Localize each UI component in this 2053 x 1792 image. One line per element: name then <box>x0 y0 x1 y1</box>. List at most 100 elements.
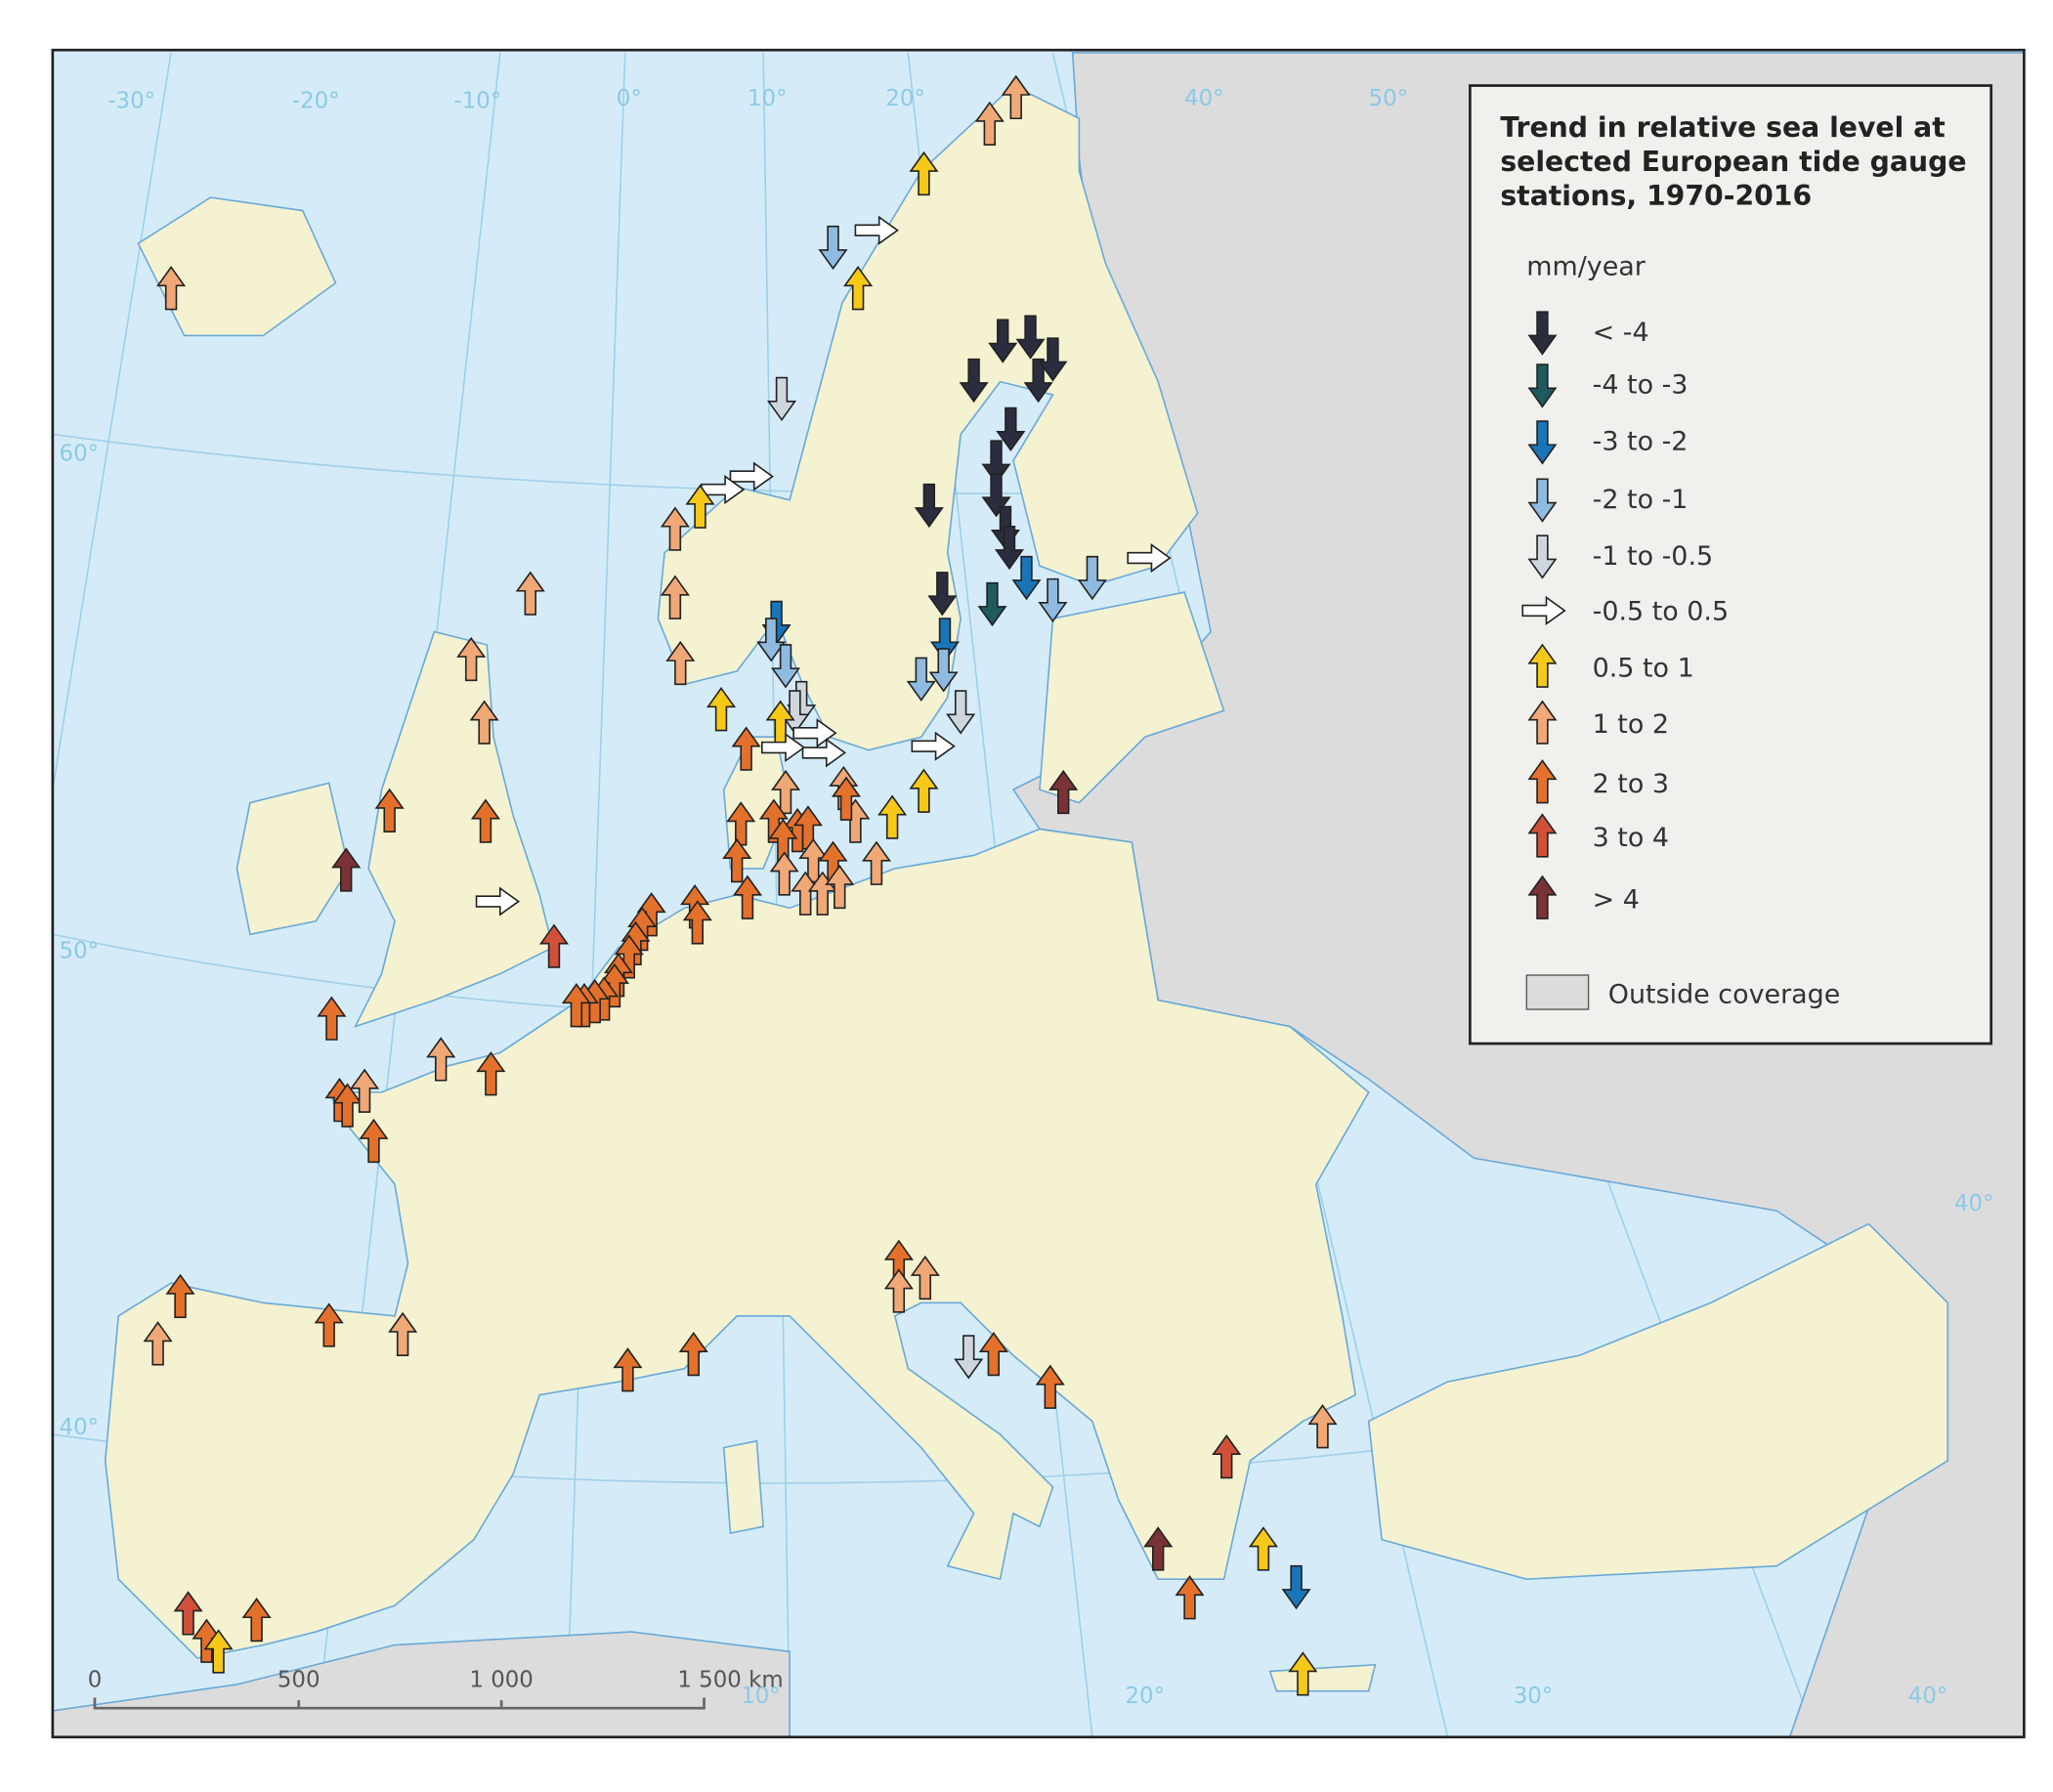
scale-label: 1 500 km <box>677 1668 783 1693</box>
station-arrow <box>682 900 712 945</box>
station-arrow <box>660 575 690 619</box>
station-arrow <box>760 732 806 763</box>
station-arrow <box>614 934 644 979</box>
station-arrow <box>665 640 696 686</box>
legend-label: -3 to -2 <box>1593 427 1689 457</box>
station-arrow <box>470 798 501 843</box>
legend-outside-swatch <box>1525 974 1590 1010</box>
legend-label: -0.5 to 0.5 <box>1593 596 1729 626</box>
station-arrow <box>909 768 939 813</box>
scale-label: 500 <box>278 1668 321 1693</box>
graticule-label: 10° <box>741 1684 781 1709</box>
station-arrow <box>388 1311 418 1357</box>
station-arrow <box>331 847 362 892</box>
station-arrow <box>981 473 1011 518</box>
station-arrow <box>1527 875 1558 919</box>
station-arrow <box>561 983 591 1028</box>
station-arrow <box>613 1347 643 1392</box>
station-arrow <box>1001 74 1031 120</box>
station-arrow <box>906 657 936 702</box>
station-arrow <box>173 1591 203 1636</box>
graticule-label: 10° <box>748 86 788 111</box>
station-arrow <box>883 1268 914 1313</box>
graticule-label: 40° <box>60 1415 100 1440</box>
station-arrow <box>1527 478 1558 523</box>
station-arrow <box>1175 1575 1205 1620</box>
legend-label: -4 to -3 <box>1593 370 1689 401</box>
station-arrow <box>974 101 1005 146</box>
station-arrow <box>156 266 187 311</box>
station-arrow <box>1143 1526 1174 1571</box>
graticule-label: 50° <box>60 939 100 964</box>
station-arrow <box>476 1051 506 1096</box>
station-arrow <box>1527 311 1558 356</box>
station-arrow <box>1011 555 1042 601</box>
station-arrow <box>977 581 1007 627</box>
station-arrow <box>165 1273 195 1318</box>
station-arrow <box>1015 315 1046 360</box>
station-arrow <box>769 851 799 896</box>
station-arrow <box>1527 813 1558 858</box>
legend-label: -2 to -1 <box>1593 485 1689 515</box>
station-arrow <box>1023 358 1053 404</box>
scale-labels: 0 500 1 000 1 500 km <box>88 1668 784 1693</box>
station-arrow <box>706 687 737 732</box>
graticule-label: -10° <box>453 88 501 113</box>
scale-bar <box>93 1697 706 1710</box>
station-arrow <box>538 923 570 968</box>
station-arrow <box>996 406 1026 452</box>
graticule-label: -20° <box>292 88 340 113</box>
frame <box>51 48 2026 1739</box>
station-arrow <box>1307 1404 1338 1449</box>
graticule-label: 30° <box>1514 1684 1554 1709</box>
legend-label: > 4 <box>1593 884 1640 915</box>
stations <box>143 74 1338 1696</box>
station-arrow <box>1035 1364 1065 1409</box>
legend-label: 1 to 2 <box>1593 709 1669 740</box>
station-arrow <box>1527 643 1558 688</box>
station-arrow <box>927 572 958 617</box>
legend: Trend in relative sea level at selected … <box>1469 84 1993 1045</box>
legend-outside: Outside coverage <box>1608 979 1841 1009</box>
station-arrow <box>981 440 1011 485</box>
station-arrow <box>801 738 847 768</box>
station-arrow <box>1527 700 1558 745</box>
station-arrow <box>946 690 976 735</box>
station-arrow <box>426 1037 456 1082</box>
station-arrow <box>909 150 939 196</box>
station-arrow <box>818 225 848 271</box>
station-arrow <box>843 266 874 311</box>
station-arrow <box>515 571 545 616</box>
station-arrow <box>317 996 347 1041</box>
station-arrow <box>770 644 801 689</box>
station-arrow <box>1248 1526 1278 1571</box>
station-arrow <box>1527 363 1558 408</box>
station-arrow <box>825 864 855 910</box>
station-arrow <box>627 906 658 952</box>
legend-unit: mm/year <box>1526 252 1647 282</box>
station-arrow <box>861 840 892 885</box>
station-arrow <box>1048 769 1079 815</box>
station-arrow <box>988 319 1018 363</box>
station-arrow <box>792 718 837 748</box>
station-arrow <box>770 769 801 815</box>
station-arrow <box>203 1629 234 1674</box>
station-arrow <box>1038 577 1068 623</box>
station-arrow <box>685 484 715 529</box>
station-arrow <box>475 886 521 917</box>
station-arrow <box>241 1598 272 1643</box>
scale-label: 0 <box>88 1668 103 1693</box>
legend-title-box: Trend in relative sea level at selected … <box>1500 112 1966 212</box>
scale-label: 1 000 <box>469 1668 534 1693</box>
station-arrow <box>914 483 944 529</box>
legend-label: 3 to 4 <box>1593 823 1669 853</box>
station-arrow <box>854 215 899 245</box>
station-arrow <box>731 726 761 771</box>
station-arrow <box>1527 759 1558 804</box>
graticule-label: 60° <box>60 441 100 466</box>
graticule-label: 20° <box>885 86 925 111</box>
station-arrow <box>374 788 405 833</box>
station-arrow <box>732 875 763 919</box>
legend-box <box>1469 84 1993 1045</box>
